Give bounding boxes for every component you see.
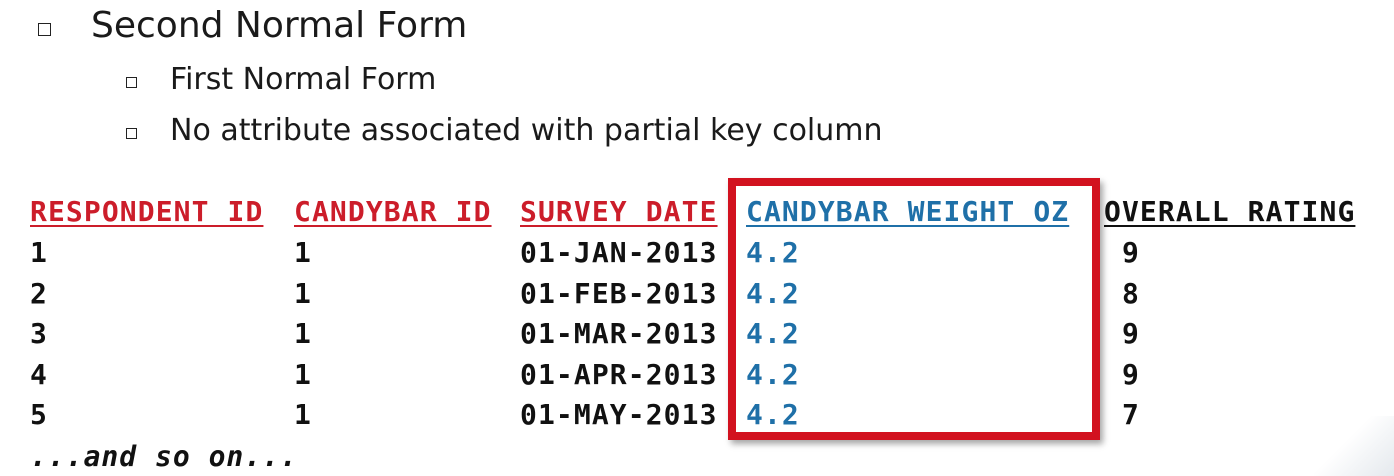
column-header-respondent-id: RESPONDENT ID	[30, 195, 264, 228]
table-cell: 1	[294, 277, 312, 310]
column-header-candybar-weight: CANDYBAR WEIGHT OZ	[746, 195, 1070, 228]
column-header-candybar-id: CANDYBAR ID	[294, 195, 492, 228]
sub-bullet-2: No attribute associated with partial key…	[126, 110, 883, 150]
table-cell: 3	[30, 317, 48, 350]
table-cell: 7	[1122, 398, 1140, 431]
title-bullet: Second Normal Form	[38, 2, 467, 48]
table-cell: 4.2	[746, 398, 800, 431]
table-cell: 4.2	[746, 358, 800, 391]
highlight-box	[728, 178, 1100, 440]
sub-bullet-1: First Normal Form	[126, 59, 436, 99]
column-header-overall-rating: OVERALL RATING	[1104, 195, 1356, 228]
sub-bullet-text: No attribute associated with partial key…	[170, 112, 883, 148]
sub-bullet-text: First Normal Form	[170, 61, 437, 97]
table-cell: 1	[294, 236, 312, 269]
table-footer-note: ...and so on...	[30, 440, 298, 473]
square-bullet-icon	[38, 22, 51, 36]
table-cell: 01-APR-2013	[520, 358, 718, 391]
square-bullet-icon	[126, 127, 137, 139]
table-cell: 01-MAR-2013	[520, 317, 718, 350]
table-cell: 4	[30, 358, 48, 391]
table-cell: 8	[1122, 277, 1140, 310]
table-cell: 9	[1122, 358, 1140, 391]
table-cell: 4.2	[746, 236, 800, 269]
table-cell: 1	[294, 317, 312, 350]
slide-title: Second Normal Form	[91, 4, 468, 46]
table-cell: 9	[1122, 317, 1140, 350]
slide-corner-decoration	[1314, 416, 1394, 476]
table-cell: 1	[294, 398, 312, 431]
table-cell: 2	[30, 277, 48, 310]
table-cell: 1	[294, 358, 312, 391]
table-cell: 5	[30, 398, 48, 431]
table-cell: 01-MAY-2013	[520, 398, 718, 431]
square-bullet-icon	[126, 76, 137, 88]
table-cell: 4.2	[746, 277, 800, 310]
column-header-survey-date: SURVEY DATE	[520, 195, 718, 228]
table-cell: 01-FEB-2013	[520, 277, 718, 310]
table-cell: 01-JAN-2013	[520, 236, 718, 269]
table-cell: 1	[30, 236, 48, 269]
table-cell: 9	[1122, 236, 1140, 269]
table-cell: 4.2	[746, 317, 800, 350]
